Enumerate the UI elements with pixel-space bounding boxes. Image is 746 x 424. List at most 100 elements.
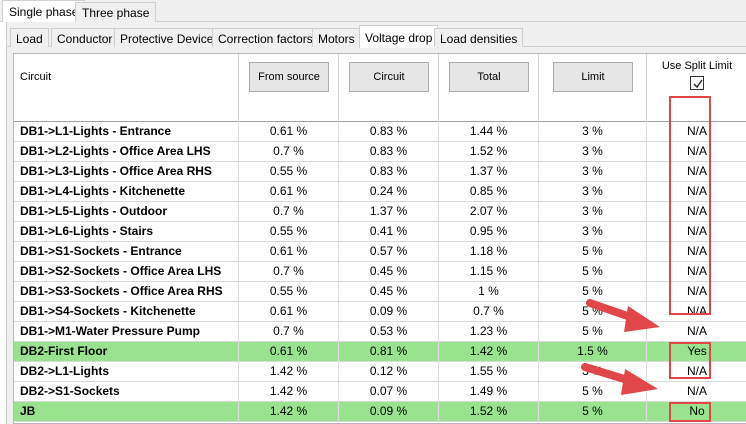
limit-cell: 3 % [539, 122, 647, 142]
circuit-drop-cell: 0.81 % [339, 342, 439, 362]
from-source-cell: 0.7 % [239, 142, 339, 162]
header-circuit-col-cell: Circuit [339, 54, 439, 122]
circuit-drop-cell: 0.53 % [339, 322, 439, 342]
total-cell: 1.15 % [439, 262, 539, 282]
from-source-cell: 0.55 % [239, 282, 339, 302]
total-column-button[interactable]: Total [449, 62, 529, 92]
table-row[interactable]: DB1->S2-Sockets - Office Area LHS 0.7 % 0.… [14, 262, 746, 282]
split-limit-cell: N/A [647, 202, 746, 222]
circuit-drop-cell: 0.2 % [339, 422, 439, 423]
split-limit-cell: N/A [647, 362, 746, 382]
table-row[interactable]: DB1->S4-Sockets - Kitchenette 0.61 % 0.09 … [14, 302, 746, 322]
tab-single-phase[interactable]: Single phase [2, 0, 86, 22]
limit-cell: 3 % [539, 222, 647, 242]
split-limit-cell: N/A [647, 282, 746, 302]
circuit-drop-cell: 0.12 % [339, 362, 439, 382]
from-source-cell: 0.55 % [239, 222, 339, 242]
from-source-cell: 0.61 % [239, 242, 339, 262]
from-source-cell: 1.52 % [239, 422, 339, 423]
circuit-name-cell: DB1->M1-Water Pressure Pump [14, 322, 239, 342]
tab-motors[interactable]: Motors [312, 28, 361, 47]
split-limit-cell: N/A [647, 242, 746, 262]
circuit-drop-cell: 0.45 % [339, 262, 439, 282]
tab-voltage-drop[interactable]: Voltage drop [359, 25, 439, 48]
limit-cell: 5 % [539, 322, 647, 342]
split-limit-cell: No [647, 402, 746, 422]
split-limit-cell: N/A [647, 222, 746, 242]
table-row[interactable]: DB1->L3-Lights - Office Area RHS 0.55 % 0.… [14, 162, 746, 182]
tab-conductor[interactable]: Conductor [51, 28, 119, 47]
voltage-drop-grid: Circuit From source Circuit Total Limit … [13, 53, 746, 424]
circuit-drop-cell: 0.83 % [339, 142, 439, 162]
from-source-cell: 1.42 % [239, 362, 339, 382]
limit-cell: 5 % [539, 302, 647, 322]
total-cell: 1.55 % [439, 362, 539, 382]
split-limit-cell: N/A [647, 262, 746, 282]
limit-cell: 3 % [539, 422, 647, 423]
use-split-limit-checkbox[interactable] [690, 76, 704, 90]
circuit-drop-cell: 0.24 % [339, 182, 439, 202]
circuit-name-cell: DB1->L6-Lights - Stairs [14, 222, 239, 242]
limit-column-button[interactable]: Limit [553, 62, 633, 92]
tab-three-phase[interactable]: Three phase [75, 2, 157, 22]
circuit-drop-cell: 0.83 % [339, 162, 439, 182]
total-cell: 1.52 % [439, 142, 539, 162]
tab-correction-factors[interactable]: Correction factors [212, 28, 319, 47]
table-row[interactable]: DB2->S1-Sockets 1.42 % 0.07 % 1.49 % 5 % N/A [14, 382, 746, 402]
circuit-name-cell: DB1->L1-Lights - Entrance [14, 122, 239, 142]
header-circuit-label: Circuit [20, 71, 52, 83]
circuit-drop-cell: 0.45 % [339, 282, 439, 302]
split-limit-cell: N/A [647, 302, 746, 322]
table-row[interactable]: DB1->L2-Lights - Office Area LHS 0.7 % 0.8… [14, 142, 746, 162]
limit-cell: 5 % [539, 262, 647, 282]
table-row[interactable]: JB->FC14-Lights - Outdoor Sign1.52 %0.2 … [14, 422, 746, 423]
table-row[interactable]: DB1->S3-Sockets - Office Area RHS 0.55 % 0… [14, 282, 746, 302]
split-limit-cell: N/A [647, 322, 746, 342]
circuit-name-cell: DB2->S1-Sockets [14, 382, 239, 402]
circuit-name-cell: DB1->L2-Lights - Office Area LHS [14, 142, 239, 162]
from-source-cell: 0.55 % [239, 162, 339, 182]
circuit-drop-cell: 0.07 % [339, 382, 439, 402]
from-source-column-button[interactable]: From source [249, 62, 329, 92]
circuit-name-cell: DB2->L1-Lights [14, 362, 239, 382]
use-split-limit-label: Use Split Limit [661, 60, 733, 72]
table-row[interactable]: DB1->S1-Sockets - Entrance 0.61 % 0.57 % 1.… [14, 242, 746, 262]
tab-load-densities[interactable]: Load densities [434, 28, 524, 47]
header-circuit-cell: Circuit [14, 54, 239, 122]
inner-tab-bar: Load Conductor Protective Devices Correc… [7, 25, 746, 48]
tab-protective-devices[interactable]: Protective Devices [114, 28, 226, 47]
checkmark-icon [693, 79, 703, 89]
circuit-name-cell: DB1->S2-Sockets - Office Area LHS [14, 262, 239, 282]
header-limit-cell: Limit [539, 54, 647, 122]
circuit-name-cell: DB2-First Floor [14, 342, 239, 362]
from-source-cell: 0.61 % [239, 122, 339, 142]
table-row[interactable]: DB1->M1-Water Pressure Pump 0.7 % 0.53 % 1.… [14, 322, 746, 342]
total-cell: 0.95 % [439, 222, 539, 242]
total-cell: 1.52 % [439, 402, 539, 422]
split-limit-cell: N/A [647, 382, 746, 402]
from-source-cell: 0.61 % [239, 342, 339, 362]
split-limit-cell: N/A [647, 142, 746, 162]
table-row[interactable]: DB1->L6-Lights - Stairs 0.55 % 0.41 % 0.95 … [14, 222, 746, 242]
limit-cell: 5 % [539, 242, 647, 262]
table-row[interactable]: DB1->L1-Lights - Entrance 0.61 % 0.83 % 1.4… [14, 122, 746, 142]
total-cell: 1.18 % [439, 242, 539, 262]
circuit-drop-cell: 0.41 % [339, 222, 439, 242]
outer-tab-bar: Single phase Three phase [0, 0, 746, 22]
tab-load[interactable]: Load [10, 28, 49, 47]
circuit-column-button[interactable]: Circuit [349, 62, 429, 92]
table-row[interactable]: DB1->L4-Lights - Kitchenette 0.61 % 0.24 %… [14, 182, 746, 202]
table-row[interactable]: DB2->L1-Lights 1.42 % 0.12 % 1.55 % 3 % N/A [14, 362, 746, 382]
table-row[interactable]: DB1->L5-Lights - Outdoor 0.7 % 1.37 % 2.07 … [14, 202, 746, 222]
split-limit-cell: N/A [647, 162, 746, 182]
table-row[interactable]: JB 1.42 % 0.09 % 1.52 % 5 % No [14, 402, 746, 422]
circuit-name-cell: DB1->S1-Sockets - Entrance [14, 242, 239, 262]
split-limit-cell: N/A [647, 182, 746, 202]
total-cell: 1.71 % [439, 422, 539, 423]
from-source-cell: 0.7 % [239, 322, 339, 342]
circuit-drop-cell: 0.83 % [339, 122, 439, 142]
circuit-drop-cell: 0.57 % [339, 242, 439, 262]
total-cell: 1.42 % [439, 342, 539, 362]
limit-cell: 1.5 % [539, 342, 647, 362]
table-row[interactable]: DB2-First Floor 0.61 % 0.81 % 1.42 % 1.5 % Ye… [14, 342, 746, 362]
